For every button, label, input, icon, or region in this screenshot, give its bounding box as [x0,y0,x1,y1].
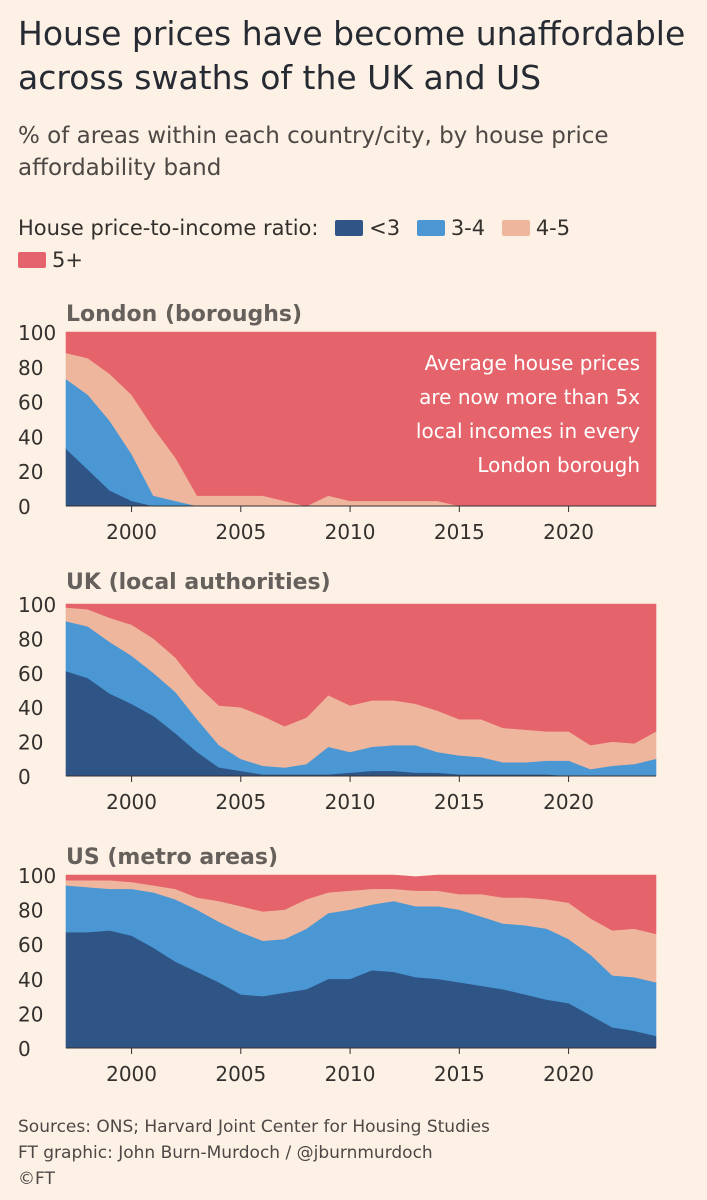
panel-title: UK (local authorities) [66,570,331,595]
legend-swatch-5plus [18,252,46,268]
legend-text-3-4: 3-4 [450,216,486,240]
legend-item-lt3: <3 [331,212,400,244]
y-tick-label: 40 [18,696,43,720]
footer-credit: FT graphic: John Burn-Murdoch / @jburnmu… [18,1143,433,1163]
annotation-text: Average house prices are now more than 5x… [416,351,640,477]
area-series-5plus [65,874,657,935]
legend-text-4-5: 4-5 [535,216,571,240]
annotation-line: London borough [477,453,640,477]
y-tick-label: 0 [18,765,31,789]
y-tick-label: 20 [18,460,43,484]
annotation-line: are now more than 5x [419,385,640,409]
legend-label: House price-to-income ratio: [18,216,319,240]
legend-text-5plus: 5+ [52,248,83,272]
y-tick-label: 100 [18,864,56,888]
panel-title: US (metro areas) [66,845,278,870]
x-tick-label: 2000 [106,790,157,814]
legend-swatch-3-4 [416,220,445,236]
annotation-line: local incomes in every [416,419,640,443]
x-tick-label: 2005 [215,520,266,544]
x-tick-label: 2015 [434,790,485,814]
chart-subtitle: % of areas within each country/city, by … [18,123,609,181]
x-tick-label: 2005 [215,790,266,814]
area-series-5plus [65,603,657,746]
y-tick-label: 100 [18,321,56,345]
chart-panel-2: US (metro areas) 0 20 40 60 80 100 2000 2005 2010… [18,845,657,1086]
x-tick-label: 2015 [434,1062,485,1086]
chart-panel-1: UK (local authorities) 0 20 40 60 80 100 2000 20… [18,570,657,814]
x-tick-label: 2020 [543,520,594,544]
x-tick-label: 2020 [543,1062,594,1086]
legend-item-4-5: 4-5 [498,212,570,244]
chart-panel-0: London (boroughs) 0 20 40 60 80 100 2000 2005 201… [18,302,657,544]
y-tick-label: 40 [18,425,43,449]
chart-title: House prices have become unaffordable ac… [18,14,686,97]
x-tick-label: 2000 [106,1062,157,1086]
x-tick-label: 2020 [543,790,594,814]
x-tick-label: 2005 [215,1062,266,1086]
y-tick-label: 0 [18,495,31,519]
y-tick-label: 60 [18,662,43,686]
footer: Sources: ONS; Harvard Joint Center for H… [18,1114,698,1192]
legend-item-5plus: 5+ [18,244,83,276]
legend-swatch-4-5 [501,220,530,236]
x-tick-label: 2010 [325,520,376,544]
y-tick-label: 0 [18,1037,31,1061]
y-tick-label: 60 [18,933,43,957]
panel-title: London (boroughs) [66,302,302,327]
x-tick-label: 2010 [325,790,376,814]
legend-swatch-lt3 [335,220,364,236]
x-tick-label: 2015 [434,520,485,544]
y-tick-label: 80 [18,627,43,651]
y-tick-label: 20 [18,731,43,755]
legend: House price-to-income ratio: <3 3-4 4-5 … [18,212,698,276]
y-tick-label: 40 [18,968,43,992]
y-tick-label: 20 [18,1002,43,1026]
y-tick-label: 60 [18,391,43,415]
legend-item-3-4: 3-4 [413,212,485,244]
x-tick-label: 2000 [106,520,157,544]
footer-copyright: ©FT [18,1169,55,1189]
legend-text-lt3: <3 [369,216,401,240]
y-tick-label: 80 [18,356,43,380]
footer-sources: Sources: ONS; Harvard Joint Center for H… [18,1117,490,1137]
x-tick-label: 2010 [325,1062,376,1086]
y-tick-label: 100 [18,593,56,617]
y-tick-label: 80 [18,899,43,923]
annotation-line: Average house prices [425,351,640,375]
